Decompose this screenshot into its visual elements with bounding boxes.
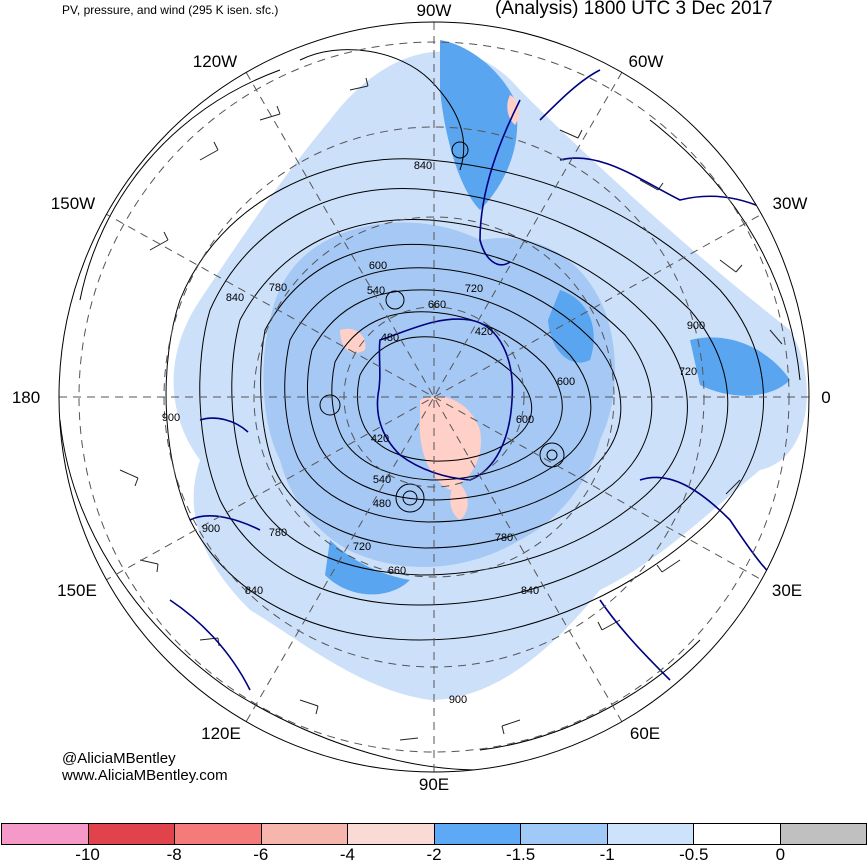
contour-label: 600	[557, 376, 575, 388]
credit-handle: @AliciaMBentley	[62, 750, 176, 767]
contour-label: 780	[495, 532, 513, 544]
meridian-label-90e: 90E	[419, 775, 449, 794]
valid-time-title: (Analysis) 1800 UTC 3 Dec 2017	[495, 0, 773, 19]
contour-label: 900	[202, 523, 220, 535]
colorbar-tick-label: -8	[166, 845, 182, 864]
colorbar-cell	[261, 824, 348, 844]
meridian-label-150w: 150W	[51, 194, 95, 213]
contour-label: 660	[428, 299, 446, 311]
colorbar-cell	[694, 824, 781, 844]
colorbar-cell	[521, 824, 608, 844]
contour-label: 840	[521, 585, 539, 597]
wind-barbs	[119, 77, 783, 741]
chart-title: PV, pressure, and wind (295 K isen. sfc.…	[62, 3, 279, 17]
colorbar-cell	[434, 824, 521, 844]
pv-shading	[173, 40, 807, 700]
contour-label: 480	[381, 332, 399, 344]
colorbar-cell	[348, 824, 435, 844]
contour-label: 840	[226, 292, 244, 304]
colorbar-tick-label: -4	[339, 845, 355, 864]
graticule	[59, 22, 809, 772]
colorbar-cell	[88, 824, 175, 844]
colorbar-tick-label: -10	[75, 845, 100, 864]
meridian-label-90w: 90W	[417, 1, 452, 20]
colorbar-tick-label: -1	[599, 845, 615, 864]
contour-label: 420	[475, 326, 493, 338]
meridian-label-60e: 60E	[630, 724, 660, 743]
contour-label: 540	[373, 474, 391, 486]
credit-website[interactable]: www.AliciaMBentley.com	[62, 767, 228, 784]
contour-label: 660	[388, 565, 406, 577]
meridian-label-120e: 120E	[201, 724, 241, 743]
meridian-label-layer: 90W 60W 30W 0 30E 60E 90E 120E 150E 180 …	[12, 1, 831, 794]
contour-label: 900	[162, 412, 180, 424]
meridian-label-30e: 30E	[772, 581, 802, 600]
contour-label: 720	[679, 366, 697, 378]
meridian-label-180: 180	[12, 388, 40, 407]
contour-label: 600	[369, 260, 387, 272]
contour-label: 420	[371, 433, 389, 445]
contour-label-layer: 840 600 540 660 720 780 840 480 420 900 …	[162, 160, 705, 706]
colorbar-cell	[175, 824, 262, 844]
pv-colorbar	[1, 823, 867, 845]
polar-map: 840 600 540 660 720 780 840 480 420 900 …	[12, 1, 831, 794]
contour-label: 720	[465, 283, 483, 295]
map-boundary	[58, 21, 810, 773]
map-field	[59, 22, 809, 772]
contour-label: 600	[516, 414, 534, 426]
pressure-contours	[59, 49, 801, 771]
colorbar-tick-label: -1.5	[505, 845, 536, 864]
contour-label: 840	[245, 585, 263, 597]
colorbar-cell	[780, 824, 866, 844]
contour-label: 780	[269, 282, 287, 294]
contour-label: 840	[414, 160, 432, 172]
meridian-label-0: 0	[821, 388, 830, 407]
colorbar-tick-label: -0.5	[679, 845, 709, 864]
contour-label: 540	[367, 285, 385, 297]
contour-label: 720	[353, 541, 371, 553]
meridian-label-60w: 60W	[629, 52, 664, 71]
colorbar-cell	[607, 824, 694, 844]
colorbar-cell	[2, 824, 89, 844]
meridian-label-150e: 150E	[57, 581, 97, 600]
pv-colorbar-labels: -10 -8 -6 -4 -2 -1.5 -1 -0.5 0	[0, 845, 868, 865]
contour-label: 780	[269, 527, 287, 539]
colorbar-tick-label: 0	[775, 845, 786, 864]
meridian-label-30w: 30W	[773, 194, 808, 213]
contour-label: 900	[449, 694, 467, 706]
meridian-label-120w: 120W	[193, 52, 237, 71]
contour-label: 900	[687, 320, 705, 332]
colorbar-tick-label: -6	[253, 845, 269, 864]
contour-label: 480	[373, 498, 391, 510]
colorbar-tick-label: -2	[426, 845, 442, 864]
